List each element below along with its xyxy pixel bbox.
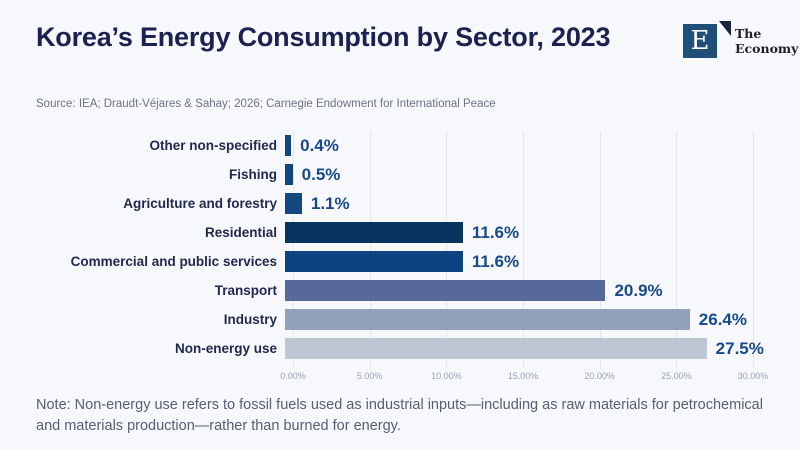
bar-chart: Other non-specified 0.4% Fishing 0.5% Agricu… [36,131,764,367]
bar-area: 27.5% [285,338,764,359]
chart-rows: Other non-specified 0.4% Fishing 0.5% Agricu… [36,131,764,363]
x-axis: 0.00% 5.00% 10.00% 15.00% 20.00% 25.00% 30.00% [280,371,768,385]
value-label: 0.4% [300,135,339,155]
value-label: 1.1% [310,193,350,213]
gridline [599,131,601,367]
category-label: Residential [204,225,277,240]
bar [285,251,463,272]
chart-row: Transport 20.9% [36,276,753,305]
x-axis-tick-label: 25.00% [661,371,692,381]
bar-area: 1.1% [285,193,745,214]
the-economy-logo: E The Economy [683,21,798,58]
chart-row: Commercial and public services 11.6% [36,247,753,276]
logo-word-line1: The [735,26,762,41]
bar [285,280,606,301]
logo-e-mark: E [683,21,731,58]
chart-row: Agriculture and forestry 1.1% [36,189,753,218]
chart-row: Other non-specified 0.4% [36,131,753,160]
bar [285,135,292,156]
gridline [676,131,678,367]
x-axis-tick-label: 10.00% [431,371,462,381]
bar-area: 0.5% [285,164,745,185]
category-label: Agriculture and forestry [123,196,277,211]
logo-wordmark: The Economy [735,24,798,57]
category-label: Commercial and public services [70,254,277,269]
chart-row: Industry 26.4% [36,305,753,334]
gridline [293,131,294,367]
chart-row: Fishing 0.5% [36,160,753,189]
bar-area: 11.6% [285,222,745,243]
gridline [446,131,448,367]
value-label: 20.9% [614,280,663,300]
gridline [369,131,371,367]
category-label: Transport [214,283,277,298]
source-text: Source: IEA; Draudt-Véjares & Sahay; 202… [36,98,496,110]
bar [285,164,293,185]
value-label: 26.4% [698,309,747,329]
value-label: 27.5% [715,338,764,358]
category-label: Fishing [229,167,277,182]
chart-row: Non-energy use 27.5% [36,334,764,363]
page-title: Korea’s Energy Consumption by Sector, 20… [36,22,611,52]
value-label: 0.5% [301,164,341,184]
bar-area: 0.4% [285,135,745,156]
x-axis-tick-label: 15.00% [507,371,539,381]
bar [285,309,690,330]
bar-area: 20.9% [285,280,745,301]
x-axis-tick-label: 0.00% [280,371,306,381]
bar-area: 11.6% [285,251,745,272]
logo-letter: E [690,26,710,56]
bar [285,193,302,214]
x-axis-tick-label: 30.00% [737,371,769,381]
chart-row: Residential 11.6% [36,218,753,247]
bar [285,338,707,359]
value-label: 11.6% [471,222,520,242]
bar [285,222,463,243]
category-label: Industry [223,312,277,327]
category-label: Other non-specified [149,138,277,153]
gridline [523,131,524,367]
category-label: Non-energy use [174,341,277,356]
bar-area: 26.4% [285,309,747,330]
value-label: 11.6% [471,251,520,271]
x-axis-tick-label: 20.00% [584,371,615,381]
x-axis-tick-label: 5.00% [356,371,383,381]
gridline-layer [293,131,754,367]
gridline [753,131,754,367]
logo-accent-icon [719,21,731,36]
footnote-text: Note: Non-energy use refers to fossil fu… [36,397,763,435]
logo-word-line2: Economy [735,40,799,56]
